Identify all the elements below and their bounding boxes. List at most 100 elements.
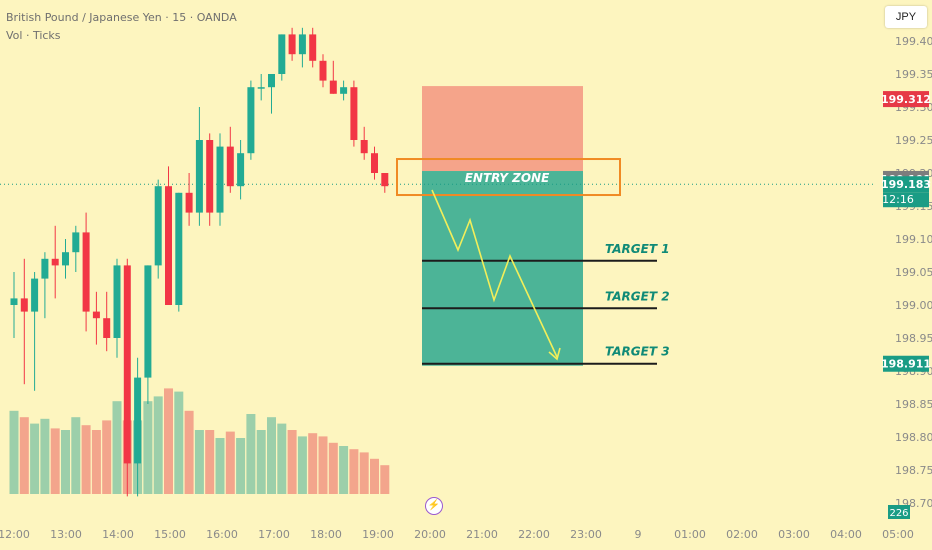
candle-body [309, 34, 317, 61]
candle-body [165, 186, 172, 305]
candle-body [175, 192, 183, 305]
volume-value-tag [888, 505, 910, 519]
candle-body [206, 140, 214, 213]
candle-body [329, 80, 337, 94]
time-tick-label: 9 [635, 528, 642, 541]
volume-bar [359, 452, 369, 494]
candle-body [51, 258, 59, 266]
price-tick-label: 198.950 [895, 332, 932, 345]
price-tick-label: 199.250 [895, 134, 932, 147]
volume-bar [246, 414, 256, 494]
volume-bar [9, 410, 19, 494]
volume-bar [153, 396, 163, 494]
candle-body [371, 153, 378, 173]
volume-bar [71, 417, 81, 494]
time-tick-label: 23:00 [570, 528, 602, 541]
candle-body [31, 278, 39, 312]
price-tick-label: 199.050 [895, 266, 932, 279]
candle-body [216, 146, 224, 213]
candle-body [268, 74, 275, 88]
volume-bar [236, 438, 246, 494]
volume-bar [256, 430, 266, 494]
volume-bar [174, 391, 184, 494]
price-tick-label: 198.800 [895, 431, 932, 444]
target-label: TARGET 1 [605, 242, 670, 256]
lightning-icon[interactable]: ⚡ [425, 497, 443, 515]
entry-zone-box [396, 158, 621, 197]
time-tick-label: 01:00 [674, 528, 706, 541]
candle-body [41, 258, 49, 279]
time-tick-label: 21:00 [466, 528, 498, 541]
volume-bar [91, 430, 101, 494]
price-tick-label: 199.000 [895, 299, 932, 312]
volume-bar [30, 423, 40, 494]
price-tag [883, 355, 929, 372]
candle-body [154, 186, 162, 266]
candle-body [20, 298, 28, 312]
candle-body [195, 140, 203, 213]
candle-body [134, 377, 142, 464]
candle-body [62, 252, 69, 266]
volume-bar [19, 417, 29, 494]
time-tick-label: 02:00 [726, 528, 758, 541]
symbol-title: British Pound / Japanese Yen · 15 · OAND… [6, 11, 237, 24]
time-tick-label: 17:00 [258, 528, 290, 541]
volume-indicator-label: Vol · Ticks [6, 29, 61, 42]
currency-button[interactable]: JPY [885, 6, 927, 28]
profit-zone [422, 171, 583, 366]
volume-bar [102, 420, 112, 494]
price-tag [883, 176, 929, 193]
candle-body [113, 265, 121, 338]
time-tick-label: 13:00 [50, 528, 82, 541]
candle-body [381, 173, 389, 187]
candle-body [319, 60, 327, 81]
volume-bar [380, 465, 390, 494]
target-label: TARGET 3 [605, 345, 670, 359]
price-tick-label: 199.350 [895, 68, 932, 81]
volume-bar [81, 425, 91, 494]
volume-bar [215, 438, 225, 494]
volume-bar [143, 401, 153, 494]
volume-bar [339, 446, 349, 494]
candle-body [82, 232, 90, 312]
price-tag [883, 91, 929, 108]
price-tag-label: 199.183 [881, 178, 931, 191]
volume-bar [194, 430, 204, 494]
price-tick-label: 198.850 [895, 398, 932, 411]
candle-body [72, 232, 80, 253]
volume-bar [277, 423, 287, 494]
price-tag-label: 199.312 [881, 93, 931, 106]
volume-bar [308, 433, 318, 494]
time-tick-label: 16:00 [206, 528, 238, 541]
time-tick-label: 20:00 [414, 528, 446, 541]
candle-body [144, 265, 152, 378]
candle-body [350, 87, 358, 140]
time-tick-label: 03:00 [778, 528, 810, 541]
volume-bar [184, 410, 194, 494]
candle-body [92, 311, 100, 319]
volume-bar [349, 449, 359, 494]
projection-arrow [431, 189, 558, 358]
arrow-head [548, 347, 561, 361]
candle-body [123, 265, 131, 464]
candle-body [185, 192, 193, 213]
time-tick-label: 12:00 [0, 528, 30, 541]
time-tick-label: 18:00 [310, 528, 342, 541]
price-tag-label: 198.911 [881, 358, 931, 371]
volume-bar [370, 458, 379, 494]
volume-bar [297, 436, 307, 494]
volume-bar [287, 430, 297, 494]
volume-value-label: 226 [889, 508, 908, 519]
candle-body [10, 298, 18, 305]
candle-body [360, 140, 368, 154]
countdown-label: 12:16 [882, 193, 914, 206]
time-tick-label: 22:00 [518, 528, 550, 541]
time-tick-label: 15:00 [154, 528, 186, 541]
volume-bar [205, 430, 215, 494]
time-tick-label: 19:00 [362, 528, 394, 541]
volume-bar [328, 442, 338, 494]
candle-body [298, 34, 306, 55]
volume-bar [50, 428, 60, 494]
